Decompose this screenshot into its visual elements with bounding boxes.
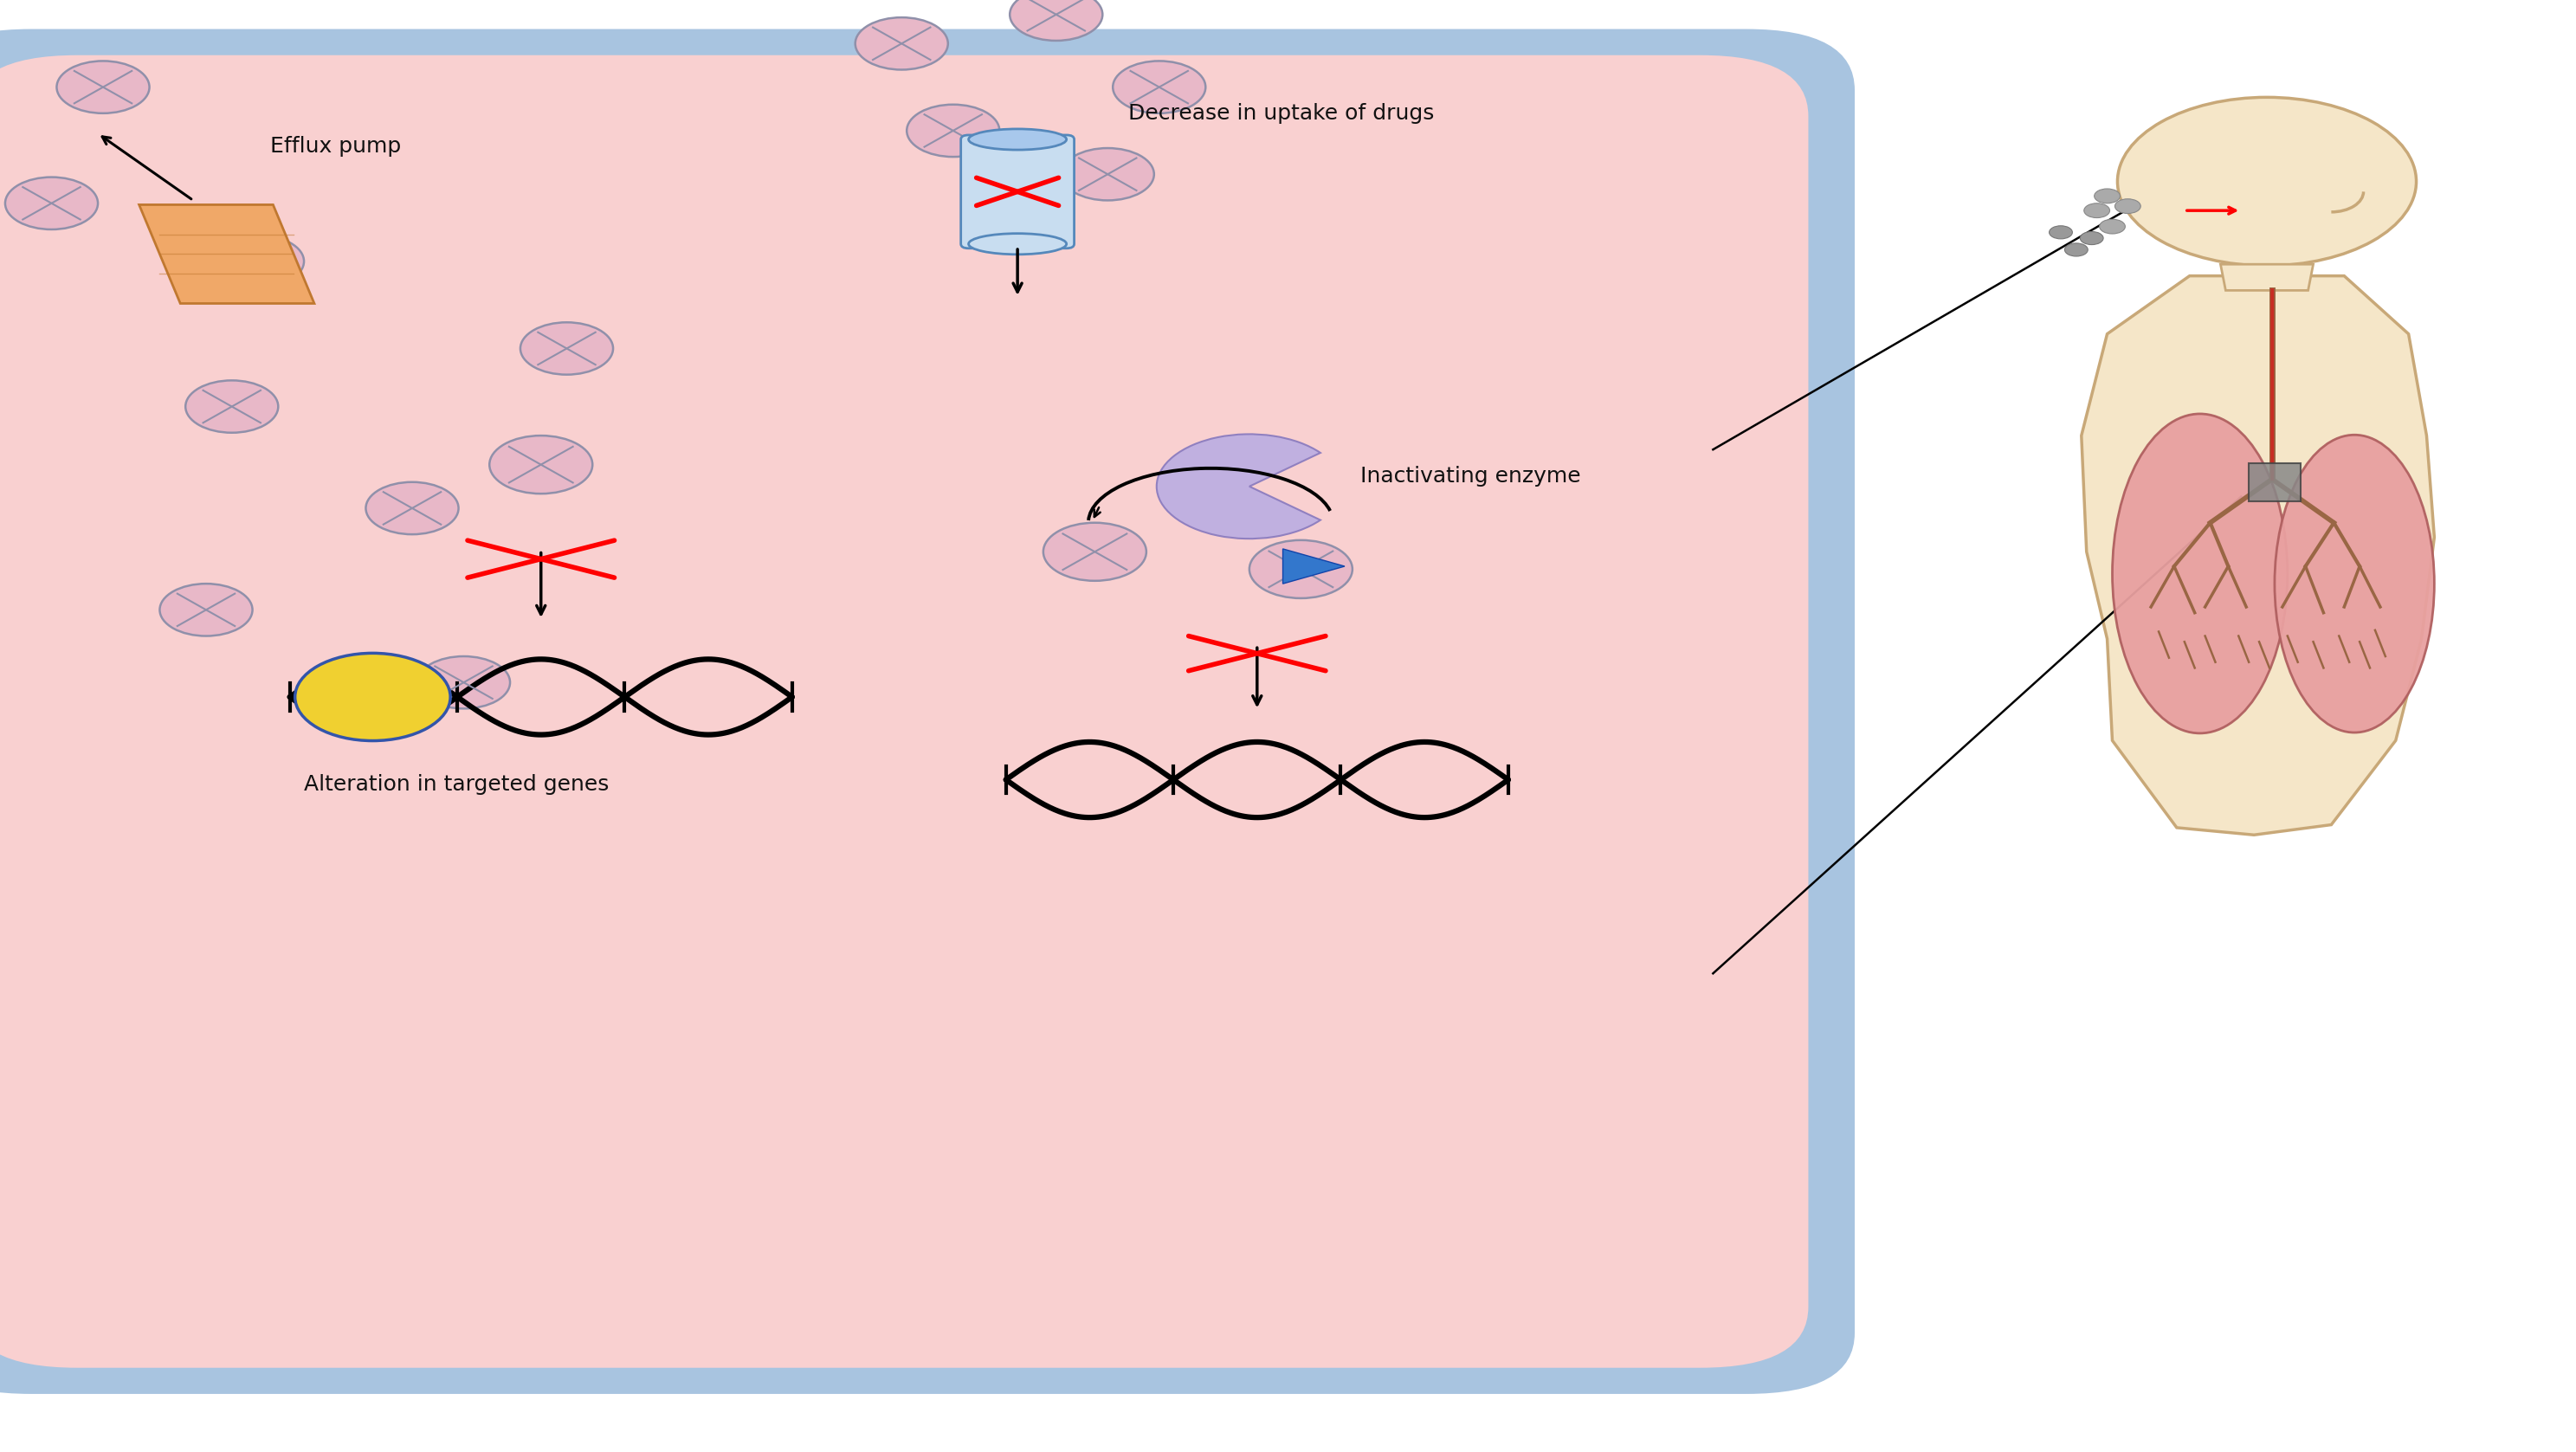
- Circle shape: [1061, 148, 1154, 200]
- Circle shape: [1113, 61, 1206, 113]
- Circle shape: [185, 380, 278, 433]
- Circle shape: [2099, 219, 2125, 234]
- Circle shape: [57, 61, 149, 113]
- Circle shape: [520, 322, 613, 375]
- Polygon shape: [139, 205, 314, 303]
- Polygon shape: [2221, 264, 2313, 290]
- Text: Inactivating enzyme: Inactivating enzyme: [1360, 466, 1582, 486]
- Text: Alteration in targeted genes: Alteration in targeted genes: [304, 774, 608, 794]
- Circle shape: [2117, 97, 2416, 266]
- FancyBboxPatch shape: [0, 55, 1808, 1368]
- Bar: [2249, 463, 2300, 501]
- Circle shape: [907, 105, 999, 157]
- Circle shape: [366, 482, 459, 534]
- Text: Efflux pump: Efflux pump: [270, 136, 402, 157]
- Circle shape: [5, 177, 98, 229]
- Circle shape: [2081, 232, 2102, 244]
- Circle shape: [417, 656, 510, 709]
- Circle shape: [211, 235, 304, 287]
- Wedge shape: [1157, 434, 1321, 539]
- Circle shape: [1010, 0, 1103, 41]
- Ellipse shape: [2275, 436, 2434, 732]
- Text: Decrease in uptake of drugs: Decrease in uptake of drugs: [1128, 103, 1435, 123]
- Circle shape: [296, 653, 451, 741]
- FancyBboxPatch shape: [961, 135, 1074, 248]
- Polygon shape: [2081, 276, 2434, 835]
- Circle shape: [160, 584, 252, 636]
- Ellipse shape: [969, 234, 1066, 254]
- Circle shape: [1249, 540, 1352, 598]
- Circle shape: [2066, 244, 2089, 256]
- Ellipse shape: [2112, 414, 2287, 733]
- Circle shape: [2115, 199, 2141, 213]
- Polygon shape: [1283, 549, 1345, 584]
- Ellipse shape: [969, 129, 1066, 150]
- Circle shape: [489, 436, 592, 494]
- Circle shape: [1043, 523, 1146, 581]
- Circle shape: [855, 17, 948, 70]
- FancyBboxPatch shape: [0, 29, 1855, 1394]
- Circle shape: [2084, 203, 2110, 218]
- Circle shape: [2050, 227, 2071, 240]
- Circle shape: [2094, 189, 2120, 203]
